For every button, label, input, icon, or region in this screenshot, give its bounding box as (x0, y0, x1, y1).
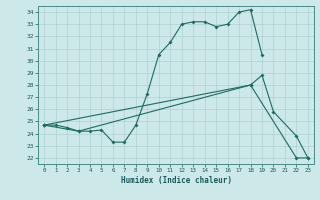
X-axis label: Humidex (Indice chaleur): Humidex (Indice chaleur) (121, 176, 231, 185)
